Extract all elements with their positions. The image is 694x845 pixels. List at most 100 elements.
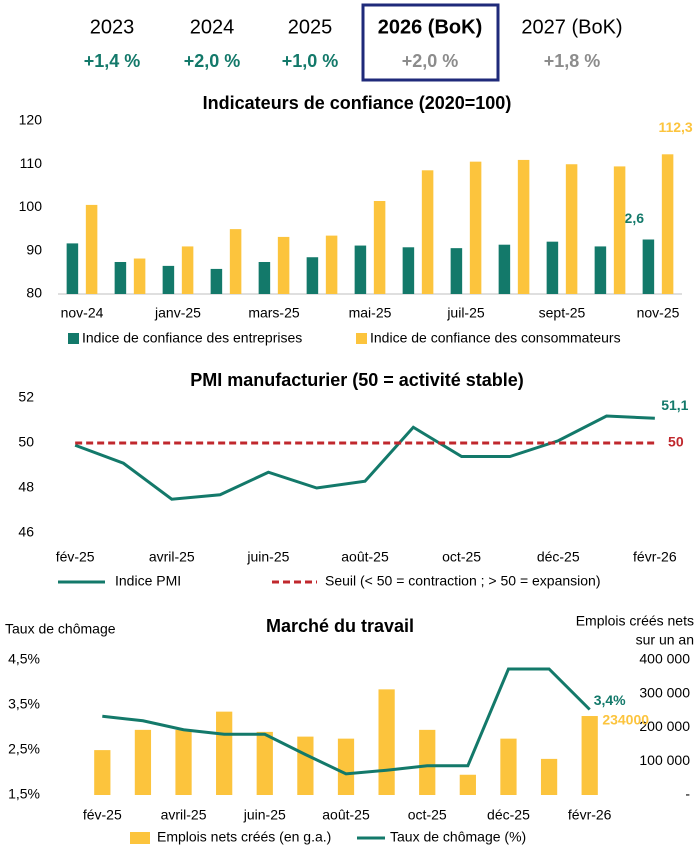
- bar: [337, 738, 355, 795]
- y2-tick-label: -: [685, 786, 690, 802]
- y-tick-label: 2,5%: [8, 741, 40, 757]
- x-tick-label: nov-25: [637, 305, 680, 321]
- y-tick-label: 46: [18, 524, 34, 540]
- growth: +1,4 %: [84, 51, 141, 71]
- legend-label: Indice de confiance des entreprises: [82, 330, 302, 346]
- bar: [175, 729, 192, 795]
- x-tick-label: avril-25: [161, 807, 207, 823]
- annotation: 234000: [602, 712, 649, 728]
- bar: [114, 261, 127, 294]
- legend-label: Emplois nets créés (en g.a.): [157, 829, 331, 845]
- bar: [421, 170, 434, 294]
- x-tick-label: juil-25: [446, 305, 485, 321]
- y-tick-label: 4,5%: [8, 651, 40, 667]
- chart-title: Indicateurs de confiance (2020=100): [203, 93, 512, 113]
- legend-label: Taux de chômage (%): [390, 829, 526, 845]
- bar: [229, 229, 242, 294]
- chart-title: PMI manufacturier (50 = activité stable): [190, 370, 524, 390]
- bar: [216, 711, 233, 795]
- year: 2026 (BoK): [378, 16, 482, 38]
- data-label: 3,4%: [594, 692, 626, 708]
- y-tick-label: 48: [18, 479, 34, 495]
- bar: [354, 245, 367, 294]
- x-tick-label: févr-26: [568, 807, 612, 823]
- x-tick-label: juin-25: [243, 807, 286, 823]
- x-tick-label: déc-25: [487, 807, 530, 823]
- chart-title: Marché du travail: [266, 616, 414, 636]
- y-tick-label: 80: [26, 285, 42, 301]
- x-tick-label: nov-24: [61, 305, 104, 321]
- bar: [498, 244, 511, 294]
- y-tick-label: 50: [18, 434, 34, 450]
- y-axis-label: Taux de chômage: [5, 621, 116, 637]
- y2-tick-label: 400 000: [639, 651, 690, 667]
- bar: [373, 201, 386, 294]
- bar: [661, 154, 674, 294]
- y-tick-label: 3,5%: [8, 696, 40, 712]
- bar: [613, 166, 626, 294]
- y-tick-label: 100: [19, 198, 43, 214]
- year: 2025: [288, 16, 333, 38]
- y2-axis-label: Emplois créés nets: [576, 613, 694, 629]
- bar: [378, 689, 395, 795]
- bar: [94, 750, 111, 795]
- x-tick-label: avril-25: [149, 549, 195, 565]
- growth: +2,0 %: [402, 51, 459, 71]
- bar: [546, 241, 559, 294]
- legend-swatch: [130, 832, 150, 844]
- year: 2027 (BoK): [521, 16, 622, 38]
- growth: +1,8 %: [544, 51, 601, 71]
- data-label: 51,1: [661, 397, 688, 413]
- y-tick-label: 52: [18, 389, 34, 405]
- x-tick-label: oct-25: [442, 549, 481, 565]
- growth: +2,0 %: [184, 51, 241, 71]
- bar: [297, 736, 314, 795]
- data-label: 112,3: [658, 119, 692, 135]
- data-label: 50: [668, 434, 684, 450]
- legend-swatch: [356, 333, 367, 344]
- x-tick-label: août-25: [341, 549, 389, 565]
- bar: [450, 248, 463, 294]
- y-tick-label: 120: [19, 112, 43, 128]
- bar: [277, 236, 290, 294]
- legend-label: Seuil (< 50 = contraction ; > 50 = expan…: [325, 573, 601, 589]
- x-tick-label: juin-25: [246, 549, 289, 565]
- bar: [469, 161, 482, 294]
- growth: +1,0 %: [282, 51, 339, 71]
- legend-label: Indice de confiance des consommateurs: [370, 330, 621, 346]
- y2-tick-label: 100 000: [639, 752, 690, 768]
- bar: [402, 247, 415, 294]
- bar: [258, 261, 271, 294]
- bar: [565, 164, 578, 294]
- x-tick-label: déc-25: [537, 549, 580, 565]
- bar: [162, 265, 175, 294]
- bar: [594, 246, 607, 294]
- bar: [642, 239, 655, 294]
- y-tick-label: 110: [20, 155, 43, 171]
- bar: [306, 257, 319, 294]
- x-tick-label: sept-25: [539, 305, 586, 321]
- bar: [133, 258, 146, 294]
- y2-tick-label: 300 000: [639, 684, 690, 700]
- bar: [134, 729, 152, 795]
- line: [102, 667, 591, 776]
- bar: [85, 204, 98, 294]
- bar: [419, 729, 436, 795]
- bar: [210, 268, 223, 294]
- bar: [66, 243, 79, 294]
- bar: [325, 235, 338, 294]
- y-tick-label: 90: [26, 241, 42, 257]
- year: 2024: [190, 16, 235, 38]
- x-tick-label: août-25: [322, 807, 370, 823]
- x-tick-label: févr-26: [633, 549, 677, 565]
- x-tick-label: oct-25: [408, 807, 447, 823]
- bar: [181, 246, 194, 294]
- x-tick-label: janv-25: [154, 305, 201, 321]
- bar: [517, 159, 530, 294]
- y-tick-label: 1,5%: [8, 786, 40, 802]
- legend-swatch: [68, 333, 79, 344]
- y2-tick-label: 200 000: [639, 718, 690, 734]
- x-tick-label: mars-25: [248, 305, 300, 321]
- bar: [540, 758, 558, 795]
